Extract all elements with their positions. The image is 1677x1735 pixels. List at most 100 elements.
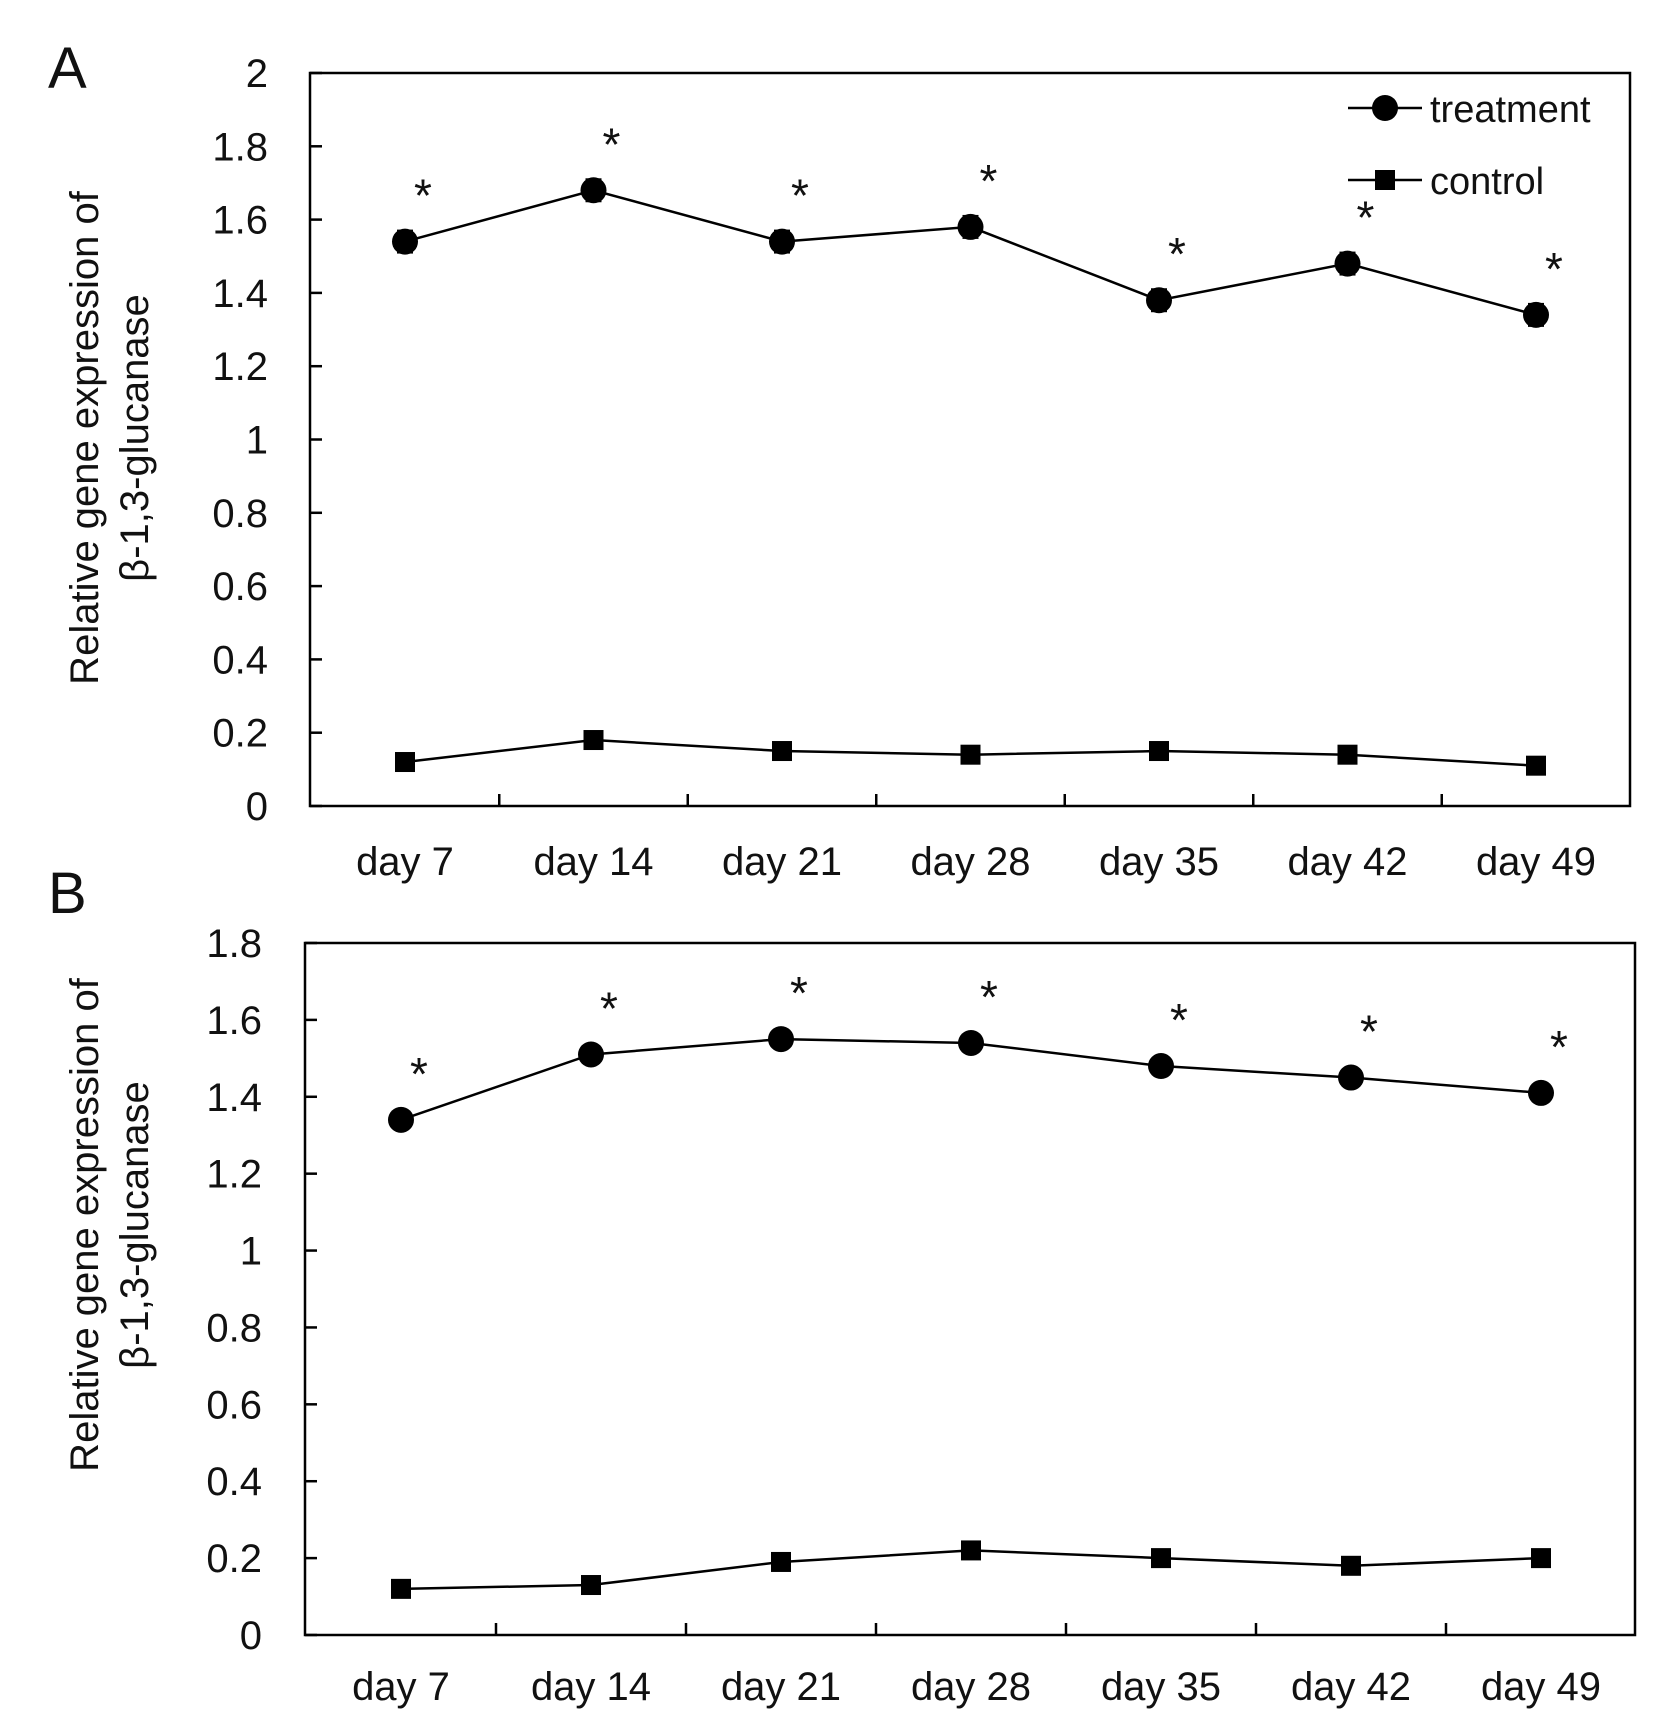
treatment-point <box>578 1041 604 1068</box>
y-tick-label: 0.2 <box>206 1537 262 1581</box>
significance-star: * <box>414 170 432 222</box>
y-tick-label: 0 <box>246 785 268 829</box>
significance-star: * <box>791 170 809 222</box>
y-tick-label: 2 <box>246 52 268 96</box>
y-tick-label: 1.2 <box>206 1153 262 1197</box>
control-point <box>1341 1555 1361 1576</box>
x-tick-label: day 42 <box>1291 1665 1411 1709</box>
x-tick-label: day 28 <box>911 1665 1031 1709</box>
control-point <box>583 730 604 751</box>
panel-b-plot-area <box>303 941 1637 1637</box>
panel-a-x-axis: day 7 day 14 day 21 day 28 day 35 day 42 day 4… <box>356 794 1596 884</box>
x-tick-label: day 14 <box>531 1665 651 1709</box>
panel-a-ylabel-line2: β-1,3-glucanase <box>113 294 157 582</box>
control-point <box>1149 741 1169 762</box>
treatment-point <box>768 1026 794 1053</box>
control-point <box>772 741 792 762</box>
control-point <box>395 752 415 773</box>
control-point <box>771 1551 791 1572</box>
significance-star: * <box>410 1048 428 1100</box>
significance-star: * <box>1168 228 1186 280</box>
panel-a-ylabel-line1: Relative gene expression of <box>63 190 107 685</box>
treatment-point <box>958 1029 984 1056</box>
y-tick-label: 1 <box>240 1230 262 1274</box>
legend-control-label: control <box>1430 161 1544 203</box>
panel-b-ylabel-line1: Relative gene expression of <box>63 977 107 1472</box>
x-tick-label: day 35 <box>1101 1665 1221 1709</box>
significance-star: * <box>1357 192 1375 244</box>
y-tick-label: 0 <box>240 1614 262 1658</box>
control-point <box>581 1575 601 1596</box>
y-tick-label: 0.6 <box>212 565 268 609</box>
y-tick-label: 1.6 <box>206 999 262 1043</box>
treatment-point <box>957 213 984 240</box>
control-point <box>1337 744 1358 765</box>
significance-star: * <box>1545 243 1563 295</box>
significance-star: * <box>1550 1021 1568 1073</box>
y-tick-label: 0.8 <box>212 492 268 536</box>
x-tick-label: day 7 <box>352 1665 450 1709</box>
y-tick-label: 1.8 <box>212 125 268 169</box>
y-tick-label: 0.8 <box>206 1306 262 1350</box>
significance-star: * <box>980 155 998 207</box>
x-tick-label: day 21 <box>722 840 842 884</box>
control-point <box>1531 1548 1551 1569</box>
y-tick-label: 0.4 <box>212 638 268 682</box>
y-tick-label: 0.4 <box>206 1460 262 1504</box>
control-point <box>961 1540 981 1561</box>
y-tick-label: 1.8 <box>206 922 262 966</box>
treatment-point <box>388 1106 414 1133</box>
treatment-point <box>1338 1064 1364 1091</box>
treatment-point <box>1334 250 1361 277</box>
significance-star: * <box>1360 1006 1378 1058</box>
panel-a-series: * * * * * * * <box>392 118 1563 776</box>
y-tick-label: 1.6 <box>212 199 268 243</box>
panel-b-label: B <box>48 861 87 926</box>
control-point <box>391 1578 411 1599</box>
significance-star: * <box>600 982 618 1034</box>
panel-b: B Relative gene expression of β-1,3-gluc… <box>48 861 1637 1709</box>
panel-b-series: * * * * * * * <box>388 967 1568 1599</box>
x-tick-label: day 49 <box>1481 1665 1601 1709</box>
panel-a-ylabel: Relative gene expression of β-1,3-glucan… <box>63 190 157 685</box>
legend-treatment-label: treatment <box>1430 89 1591 131</box>
significance-star: * <box>1170 994 1188 1046</box>
treatment-point <box>769 228 795 255</box>
significance-star: * <box>790 967 808 1019</box>
x-tick-label: day 7 <box>356 840 454 884</box>
panel-a-y-axis: 0 0.2 0.4 0.6 0.8 1 1.2 1.4 1.6 1.8 2 <box>212 52 322 829</box>
significance-star: * <box>980 971 998 1023</box>
treatment-point <box>392 228 418 255</box>
x-tick-label: day 28 <box>910 840 1030 884</box>
panel-b-x-axis: day 7 day 14 day 21 day 28 day 35 day 42 day 4… <box>352 1623 1601 1709</box>
significance-star: * <box>603 118 621 170</box>
panel-b-ylabel: Relative gene expression of β-1,3-glucan… <box>63 977 157 1472</box>
x-tick-label: day 14 <box>533 840 653 884</box>
panel-a: A Relative gene expression of β-1,3-gluc… <box>48 36 1632 884</box>
panel-b-y-axis: 0 0.2 0.4 0.6 0.8 1 1.2 1.4 1.6 1.8 <box>206 922 317 1658</box>
x-tick-label: day 42 <box>1287 840 1407 884</box>
treatment-point <box>1146 287 1172 314</box>
y-tick-label: 0.2 <box>212 712 268 756</box>
y-tick-label: 1.4 <box>206 1076 262 1120</box>
control-point <box>1151 1548 1171 1569</box>
panel-b-ylabel-line2: β-1,3-glucanase <box>113 1081 157 1369</box>
treatment-point <box>580 177 607 204</box>
control-point <box>960 744 981 765</box>
y-tick-label: 1.2 <box>212 345 268 389</box>
treatment-point <box>1148 1053 1174 1080</box>
x-tick-label: day 49 <box>1476 840 1596 884</box>
legend-square-marker <box>1375 170 1395 190</box>
y-tick-label: 0.6 <box>206 1383 262 1427</box>
control-point <box>1526 755 1546 776</box>
y-tick-label: 1 <box>246 419 268 463</box>
x-tick-label: day 35 <box>1099 840 1219 884</box>
y-tick-label: 1.4 <box>212 272 268 316</box>
panel-a-label: A <box>48 36 87 101</box>
treatment-point <box>1528 1079 1554 1106</box>
panel-a-legend: treatment control <box>1348 89 1591 203</box>
legend-circle-marker <box>1372 95 1398 121</box>
treatment-point <box>1523 301 1549 328</box>
x-tick-label: day 21 <box>721 1665 841 1709</box>
